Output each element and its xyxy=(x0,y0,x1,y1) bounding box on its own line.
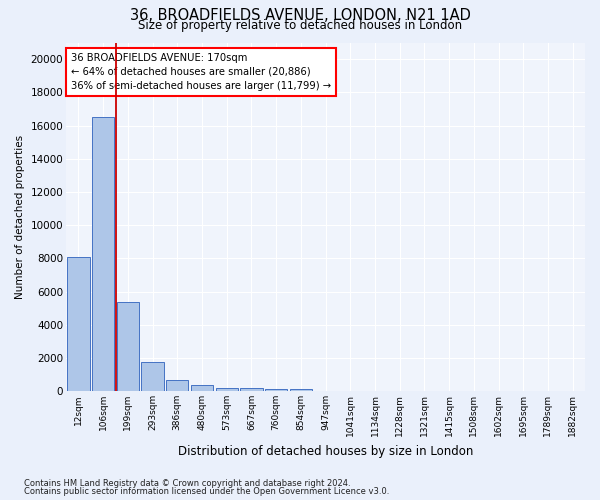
Text: Contains HM Land Registry data © Crown copyright and database right 2024.: Contains HM Land Registry data © Crown c… xyxy=(24,478,350,488)
Bar xyxy=(92,117,114,392)
Bar xyxy=(240,388,263,392)
Bar xyxy=(265,389,287,392)
Text: 36, BROADFIELDS AVENUE, LONDON, N21 1AD: 36, BROADFIELDS AVENUE, LONDON, N21 1AD xyxy=(130,8,470,22)
Text: Size of property relative to detached houses in London: Size of property relative to detached ho… xyxy=(138,19,462,32)
Bar xyxy=(166,380,188,392)
X-axis label: Distribution of detached houses by size in London: Distribution of detached houses by size … xyxy=(178,444,473,458)
Bar xyxy=(191,386,213,392)
Bar xyxy=(142,362,164,392)
Bar xyxy=(67,256,89,392)
Bar xyxy=(117,302,139,392)
Bar xyxy=(215,388,238,392)
Bar xyxy=(290,390,312,392)
Text: Contains public sector information licensed under the Open Government Licence v3: Contains public sector information licen… xyxy=(24,487,389,496)
Y-axis label: Number of detached properties: Number of detached properties xyxy=(15,135,25,299)
Text: 36 BROADFIELDS AVENUE: 170sqm
← 64% of detached houses are smaller (20,886)
36% : 36 BROADFIELDS AVENUE: 170sqm ← 64% of d… xyxy=(71,53,331,91)
